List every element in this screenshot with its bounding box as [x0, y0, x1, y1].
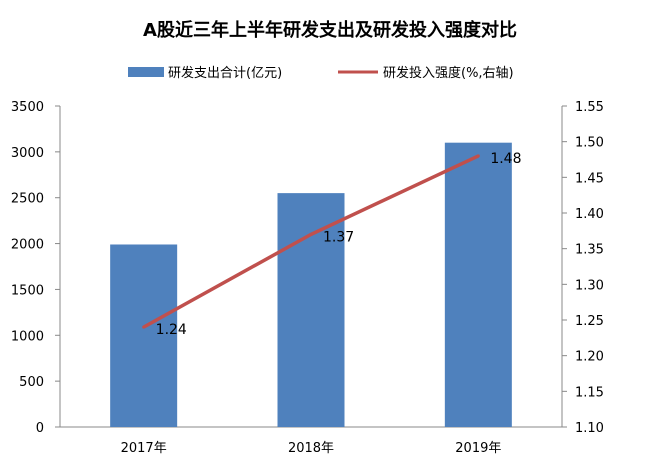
legend-swatch-bar	[128, 67, 164, 77]
legend-label-line: 研发投入强度(%,右轴)	[383, 65, 514, 81]
right-tick-label: 1.30	[575, 278, 604, 293]
left-tick-label: 1000	[11, 329, 44, 344]
x-tick-label: 2018年	[288, 441, 334, 456]
right-tick-label: 1.55	[575, 100, 604, 115]
data-label: 1.37	[323, 229, 354, 245]
bar-2017年	[110, 244, 178, 427]
left-tick-label: 500	[19, 375, 44, 390]
right-tick-label: 1.35	[575, 243, 604, 258]
x-tick-label: 2019年	[455, 441, 501, 456]
data-label: 1.24	[156, 322, 187, 338]
right-tick-label: 1.45	[575, 171, 604, 186]
right-tick-label: 1.40	[575, 207, 604, 222]
left-tick-label: 2000	[11, 238, 44, 253]
legend: 研发支出合计(亿元) 研发投入强度(%,右轴)	[128, 65, 514, 81]
line-point	[476, 154, 480, 158]
right-tick-label: 1.15	[575, 385, 604, 400]
left-tick-label: 0	[36, 421, 44, 436]
x-tick-label: 2017年	[121, 441, 167, 456]
right-tick-label: 1.25	[575, 314, 604, 329]
left-tick-label: 1500	[11, 283, 44, 298]
left-tick-label: 3000	[11, 146, 44, 161]
right-tick-label: 1.20	[575, 350, 604, 365]
bar-2019年	[444, 142, 512, 427]
data-label: 1.48	[490, 151, 521, 167]
line-point	[142, 325, 146, 329]
right-tick-label: 1.10	[575, 421, 604, 436]
line-point	[309, 232, 313, 236]
left-tick-label: 2500	[11, 192, 44, 207]
left-tick-label: 3500	[11, 100, 44, 115]
right-tick-label: 1.50	[575, 136, 604, 151]
legend-label-bar: 研发支出合计(亿元)	[168, 65, 282, 81]
chart-title: A股近三年上半年研发支出及研发投入强度对比	[143, 19, 517, 41]
bar-2018年	[277, 193, 345, 427]
